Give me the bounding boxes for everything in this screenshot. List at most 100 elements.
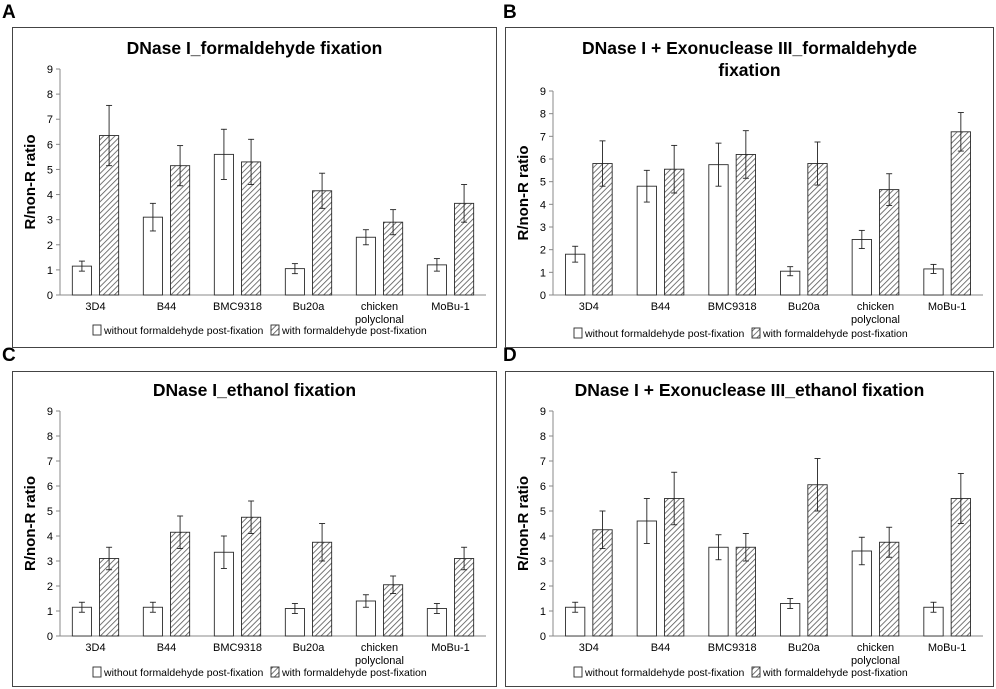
x-tick-label: MoBu-1	[928, 642, 967, 654]
y-tick-label: 6	[540, 154, 546, 166]
y-tick-label: 2	[540, 581, 546, 593]
y-tick-label: 0	[47, 631, 53, 643]
y-tick-label: 5	[540, 177, 546, 189]
y-tick-label: 7	[47, 456, 53, 468]
chart-svg: DNase I + Exonuclease III_ethanol fixati…	[515, 380, 983, 679]
bar-with-postfix	[241, 516, 262, 637]
y-tick-label: 5	[47, 506, 53, 518]
chart-panel-c: DNase I_ethanol fixation R/non-R ratio 0 1 2…	[12, 371, 497, 687]
panel-letter-c: C	[2, 345, 16, 366]
y-tick-label: 2	[47, 581, 53, 593]
y-tick-label: 5	[540, 506, 546, 518]
legend-label: without formaldehyde post-fixation	[584, 667, 744, 679]
y-tick-label: 1	[47, 606, 53, 618]
chart-title: DNase I_formaldehyde fixation	[127, 38, 383, 58]
legend-label: without formaldehyde post-fixation	[584, 328, 744, 340]
x-tick-label: Bu20a	[293, 301, 326, 313]
x-tick-label: B44	[651, 301, 671, 313]
y-tick-label: 3	[47, 556, 53, 568]
y-tick-label: 9	[540, 406, 546, 418]
chart-panel-a: DNase I_formaldehyde fixation R/non-R rat…	[12, 27, 497, 348]
legend: without formaldehyde post-fixation with f…	[573, 666, 908, 679]
legend: without formaldehyde post-fixation with f…	[92, 666, 427, 679]
legend-swatch-without	[92, 324, 102, 336]
legend-swatch-with	[270, 666, 280, 678]
legend-label: with formaldehyde post-fixation	[281, 325, 427, 337]
y-tick-label: 1	[540, 606, 546, 618]
y-tick-label: 9	[47, 64, 53, 76]
panel-letter-b: B	[503, 2, 517, 23]
y-tick-label: 7	[540, 456, 546, 468]
chart-panel-d: DNase I + Exonuclease III_ethanol fixati…	[505, 371, 994, 687]
y-tick-label: 2	[47, 240, 53, 252]
bar-without-postfix	[636, 185, 657, 296]
chart-title: DNase I_ethanol fixation	[153, 380, 356, 400]
chart-panel-b: DNase I + Exonuclease III_formaldehyde fi…	[505, 27, 994, 348]
y-axis-label: R/non-R ratio	[22, 476, 39, 571]
y-tick-label: 0	[47, 290, 53, 302]
legend-swatch-without	[573, 327, 583, 339]
legend-label: with formaldehyde post-fixation	[281, 667, 427, 679]
legend-swatch-with	[751, 327, 761, 339]
legend-swatch-with	[270, 324, 280, 336]
legend-label: with formaldehyde post-fixation	[762, 667, 908, 679]
chart-title: DNase I + Exonuclease III_formaldehyde	[582, 38, 917, 58]
y-tick-label: 9	[540, 86, 546, 98]
y-tick-label: 8	[540, 109, 546, 121]
x-tick-label: BMC9318	[708, 642, 757, 654]
legend-label: with formaldehyde post-fixation	[762, 328, 908, 340]
x-tick-label: 3D4	[85, 642, 105, 654]
y-axis-label: R/non-R ratio	[515, 146, 532, 241]
y-tick-label: 5	[47, 164, 53, 176]
x-tick-label: 3D4	[579, 642, 599, 654]
y-axis-label: R/non-R ratio	[22, 135, 39, 230]
x-tick-label: BMC9318	[708, 301, 757, 313]
chart-title: fixation	[718, 60, 780, 80]
legend-label: without formaldehyde post-fixation	[103, 325, 263, 337]
panel-letter-d: D	[503, 345, 517, 366]
x-tick-label: MoBu-1	[431, 642, 470, 654]
panel-letter-a: A	[2, 2, 16, 23]
bar-without-postfix	[355, 236, 376, 296]
y-tick-label: 0	[540, 290, 546, 302]
legend-swatch-without	[573, 666, 583, 678]
bar-without-postfix	[708, 546, 729, 637]
y-tick-label: 3	[540, 556, 546, 568]
y-tick-label: 4	[47, 531, 53, 543]
chart-svg: DNase I_formaldehyde fixation R/non-R rat…	[22, 38, 486, 337]
legend-label: without formaldehyde post-fixation	[103, 667, 263, 679]
legend-swatch-with	[751, 666, 761, 678]
x-tick-label: chicken polyclonal	[355, 301, 404, 326]
x-tick-label: B44	[651, 642, 671, 654]
legend-swatch-without	[92, 666, 102, 678]
x-tick-label: chicken polyclonal	[355, 642, 404, 667]
y-tick-label: 4	[47, 190, 53, 202]
y-tick-label: 1	[47, 265, 53, 277]
y-tick-label: 6	[47, 481, 53, 493]
x-tick-label: MoBu-1	[431, 301, 470, 313]
y-tick-label: 7	[540, 131, 546, 143]
y-tick-label: 6	[540, 481, 546, 493]
x-tick-label: 3D4	[85, 301, 105, 313]
y-tick-label: 3	[47, 215, 53, 227]
y-tick-label: 9	[47, 406, 53, 418]
x-tick-label: chicken polyclonal	[851, 642, 900, 667]
y-tick-label: 4	[540, 199, 546, 211]
x-tick-label: Bu20a	[788, 642, 821, 654]
x-tick-label: B44	[157, 642, 177, 654]
y-tick-label: 8	[540, 431, 546, 443]
chart-svg: DNase I + Exonuclease III_formaldehydefi…	[515, 38, 983, 340]
x-tick-label: Bu20a	[788, 301, 821, 313]
bar-with-postfix	[950, 131, 971, 296]
legend: without formaldehyde post-fixation with f…	[92, 324, 427, 337]
x-tick-label: chicken polyclonal	[851, 301, 900, 326]
y-tick-label: 1	[540, 267, 546, 279]
y-tick-label: 3	[540, 222, 546, 234]
y-tick-label: 7	[47, 114, 53, 126]
x-tick-label: BMC9318	[213, 301, 262, 313]
y-tick-label: 0	[540, 631, 546, 643]
y-axis-label: R/non-R ratio	[515, 476, 532, 571]
y-tick-label: 2	[540, 245, 546, 257]
x-tick-label: BMC9318	[213, 642, 262, 654]
chart-title: DNase I + Exonuclease III_ethanol fixati…	[575, 380, 925, 400]
